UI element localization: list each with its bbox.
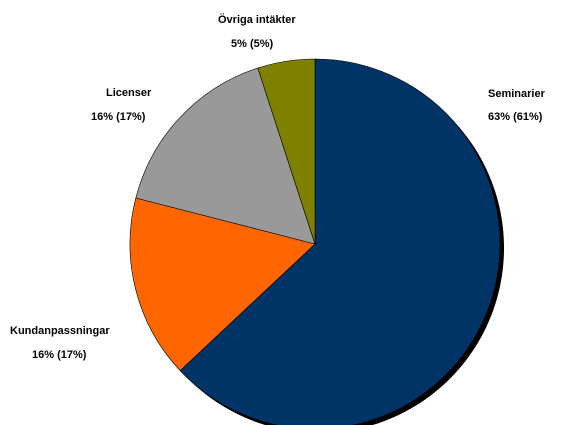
pie-slice-kundanpassningar — [129, 197, 316, 371]
pie-slice-licenser — [135, 67, 316, 245]
slice-detail-ovriga-intakter: 5% (5%) — [231, 38, 274, 50]
pie-slice-seminarier — [179, 58, 501, 425]
slice-label-licenser: Licenser — [106, 87, 152, 99]
pie-slice-ovriga-intakter — [257, 58, 316, 245]
slice-label-kundanpassningar: Kundanpassningar — [10, 325, 110, 337]
slice-detail-seminarier: 63% (61%) — [488, 111, 543, 123]
slice-detail-licenser: 16% (17%) — [91, 111, 146, 123]
slice-detail-kundanpassningar: 16% (17%) — [32, 349, 87, 361]
pie-slices-group — [129, 58, 501, 425]
slice-label-seminarier: Seminarier — [488, 88, 546, 100]
slice-label-ovriga-intakter: Övriga intäkter — [218, 13, 296, 26]
